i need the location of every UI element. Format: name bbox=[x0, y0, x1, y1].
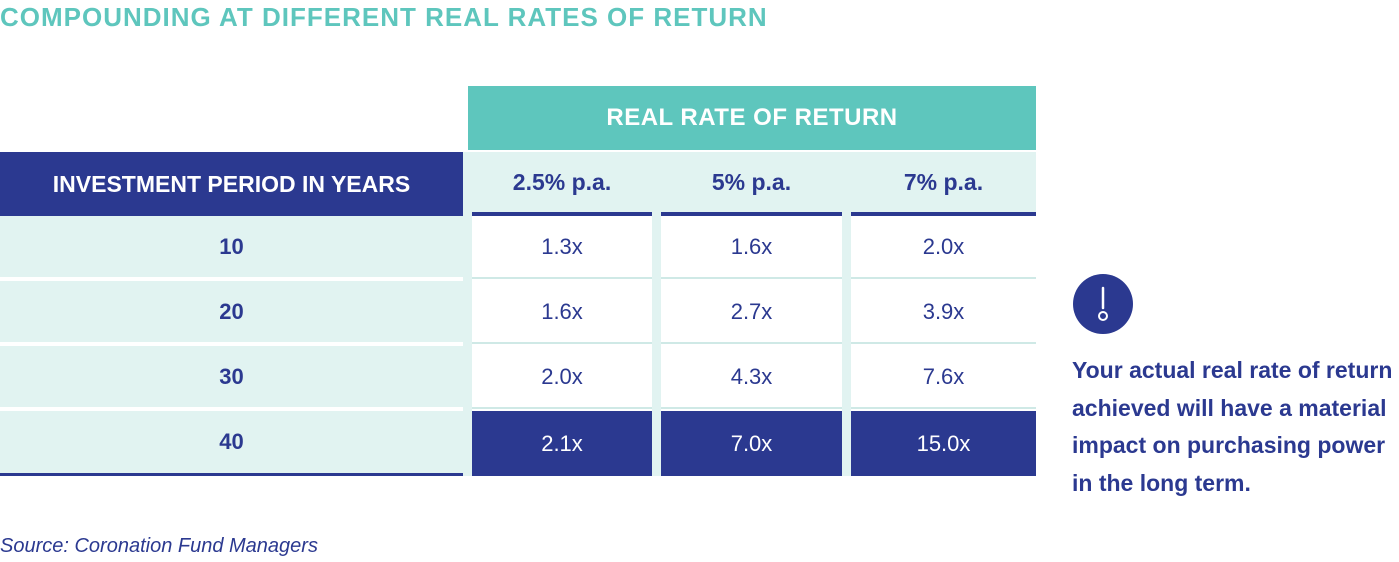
exclamation-circle-icon bbox=[1073, 274, 1133, 334]
column-divider bbox=[652, 152, 661, 476]
multiple-cell-highlighted: 15.0x bbox=[851, 411, 1036, 476]
multiple-cell-highlighted: 7.0x bbox=[661, 411, 842, 476]
multiple-cell: 7.6x bbox=[851, 346, 1036, 409]
chart-title: COMPOUNDING AT DIFFERENT REAL RATES OF R… bbox=[0, 2, 768, 32]
source-note: Source: Coronation Fund Managers bbox=[0, 535, 318, 557]
multiple-cell: 2.7x bbox=[661, 281, 842, 344]
column-divider bbox=[463, 152, 472, 476]
years-cell: 20 bbox=[0, 281, 463, 344]
years-cell: 40 bbox=[0, 411, 463, 476]
multiple-cell: 1.3x bbox=[472, 216, 652, 279]
multiple-cell: 2.0x bbox=[851, 216, 1036, 279]
rate-column-header: 5% p.a. bbox=[661, 152, 842, 216]
rate-column-header: 7% p.a. bbox=[851, 152, 1036, 216]
rate-column-header: 2.5% p.a. bbox=[472, 152, 652, 216]
row-header-label: INVESTMENT PERIOD IN YEARS bbox=[0, 152, 463, 216]
column-divider bbox=[842, 152, 851, 476]
multiple-cell: 3.9x bbox=[851, 281, 1036, 344]
callout-note: Your actual real rate of return achieved… bbox=[1072, 357, 1393, 496]
multiple-cell: 2.0x bbox=[472, 346, 652, 409]
multiple-cell-highlighted: 2.1x bbox=[472, 411, 652, 476]
years-cell: 30 bbox=[0, 346, 463, 409]
multiple-cell: 4.3x bbox=[661, 346, 842, 409]
years-cell: 10 bbox=[0, 216, 463, 279]
multiple-cell: 1.6x bbox=[661, 216, 842, 279]
multiple-cell: 1.6x bbox=[472, 281, 652, 344]
column-group-header: REAL RATE OF RETURN bbox=[468, 86, 1036, 150]
